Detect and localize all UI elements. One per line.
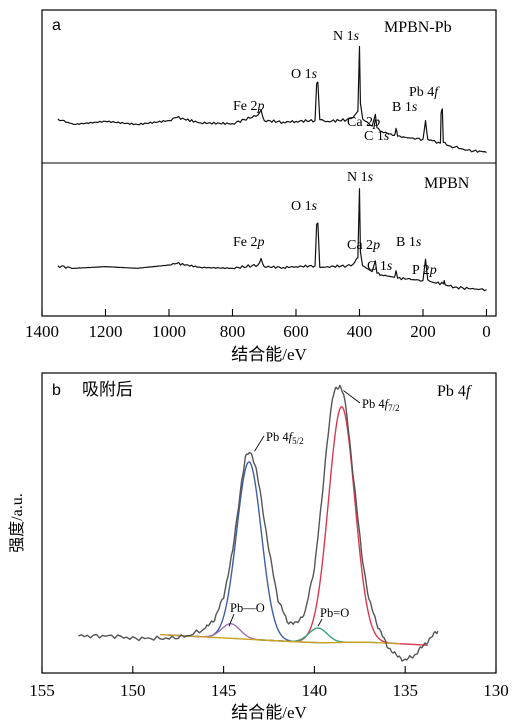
x-tick-label: 1400 [25,322,59,341]
panel-b-x-ticks: 155 150 145 140 135 130 [29,666,509,700]
spectrum-line-mpbn-pb [57,45,487,154]
peak-label-b1s-top: B 1s [392,100,418,115]
annotation-leader [228,613,235,627]
panel-b-y-axis-label: 强度/a.u. [8,493,26,553]
peak-label-c1s-top: C 1s [364,129,390,144]
panel-b-frame [41,372,497,674]
x-tick-label: 155 [29,681,55,700]
peak-label-ca2p-top: Ca 2p [347,115,380,130]
panel-b-x-axis-label: 结合能/eV [231,703,307,722]
peak-label-pb4f52: Pb 4f5/2 [266,430,304,446]
label-pb-o-double: Pb=O [320,606,349,620]
series-label-mpbn-pb: MPBN-Pb [384,19,452,36]
x-tick-label: 140 [302,681,328,700]
peak-label-pb4f-top: Pb 4f [409,85,440,100]
x-tick-label: 130 [483,681,509,700]
peak-label-ca2p-bottom: Ca 2p [347,238,380,253]
annotation-leader [254,435,265,452]
x-tick-label: 0 [482,322,491,341]
annotation-leader [343,390,361,404]
x-tick-label: 1200 [88,322,122,341]
panel-a-x-axis-label: 结合能/eV [231,345,307,364]
panel-b-title: Pb 4f [437,383,473,400]
peak-label-fe2p-bottom: Fe 2p [233,235,265,250]
panel-a-x-ticks: 1400 1200 1000 800 600 400 200 0 [25,309,491,341]
x-tick-label: 800 [220,322,246,341]
peak-label-o1s-top: O 1s [291,67,318,82]
x-tick-label: 145 [211,681,237,700]
x-tick-label: 135 [392,681,418,700]
label-pb-o-single: Pb—O [230,601,265,615]
panel-b-curves [78,384,439,662]
peak-label-c1s-bottom: C 1s [367,259,393,274]
panel-a-letter: a [52,17,61,34]
peak-label-o1s-bottom: O 1s [291,199,318,214]
panel-b: 155 150 145 140 135 130 b 吸附后 Pb 4f Pb 4f5/2 … [8,372,509,722]
x-tick-label: 200 [410,322,436,341]
x-tick-label: 150 [120,681,146,700]
fit-curve-pb-4f5-2 [167,461,331,644]
x-tick-label: 400 [347,322,373,341]
fit-background [160,633,400,645]
peak-label-n1s-top: N 1s [333,29,360,44]
panel-b-subtitle: 吸附后 [82,380,133,399]
peak-label-p2p-bottom: P 2p [412,263,437,278]
panel-b-letter: b [52,382,61,399]
x-tick-label: 600 [283,322,309,341]
peak-label-pb4f72: Pb 4f7/2 [362,397,400,413]
peak-label-b1s-bottom: B 1s [396,235,422,250]
spectrum-line-mpbn [57,188,487,292]
peak-label-fe2p-top: Fe 2p [233,99,265,114]
peak-label-n1s-bottom: N 1s [347,170,374,185]
panel-a: 1400 1200 1000 800 600 400 200 0 a MPBN-Pb MPBN… [25,9,497,364]
x-tick-label: 1000 [152,322,186,341]
annotation-leader [317,618,323,627]
series-label-mpbn: MPBN [424,175,470,192]
measured-spectrum [78,384,439,662]
panel-a-spectra [57,45,487,292]
